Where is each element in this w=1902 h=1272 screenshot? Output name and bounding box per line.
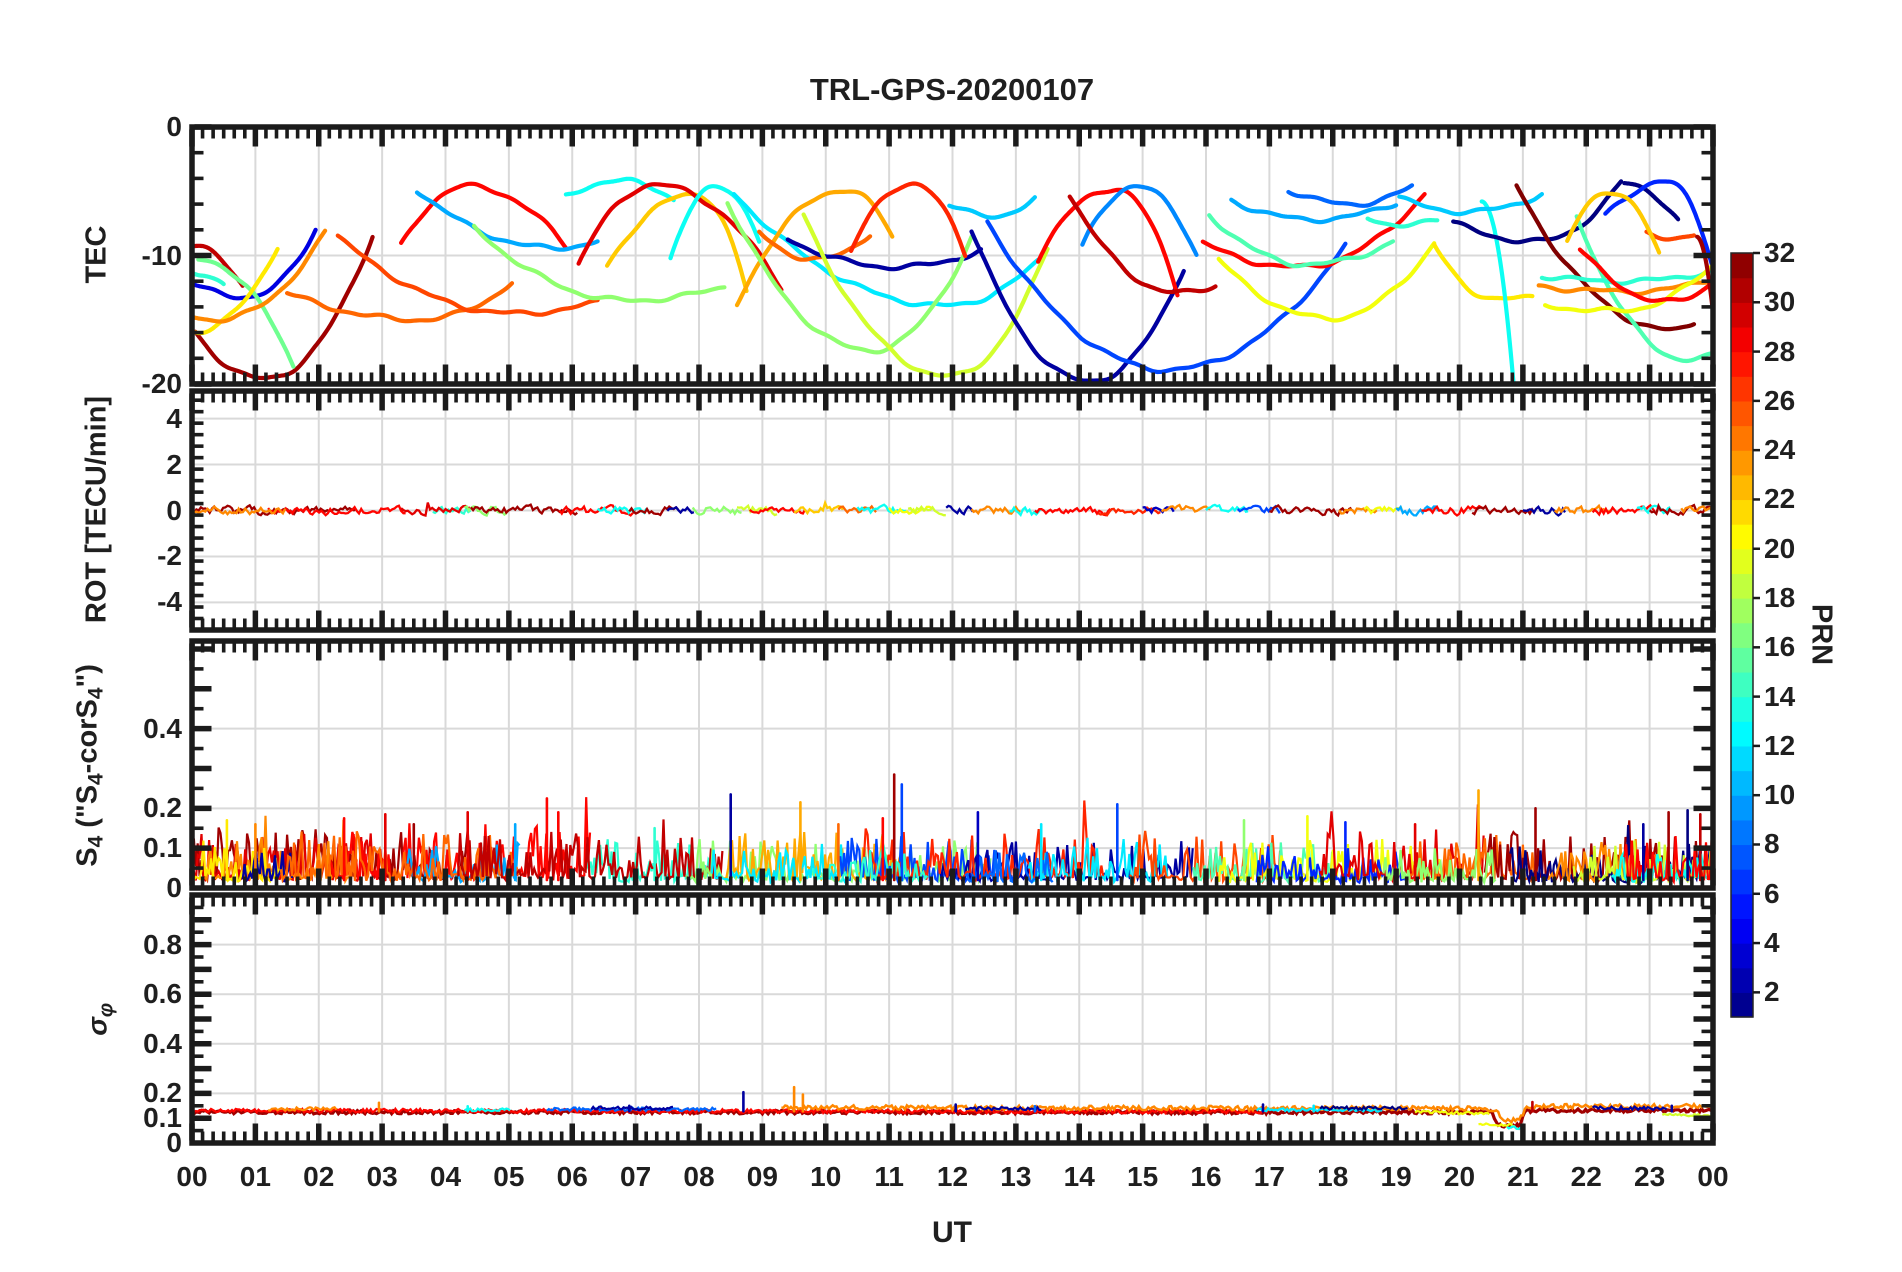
colorbar-tick-label: 22 <box>1764 483 1796 515</box>
x-tick-label: 02 <box>303 1161 335 1192</box>
x-tick-label: 22 <box>1570 1161 1602 1192</box>
colorbar-tick-label: 24 <box>1764 434 1796 466</box>
x-tick-label: 14 <box>1063 1161 1095 1192</box>
x-tick-label: 00 <box>1697 1161 1729 1192</box>
x-tick-label: 15 <box>1127 1161 1159 1192</box>
colorbar-tick-label: 26 <box>1764 384 1796 416</box>
y-tick-label-sigma_phi: 0.6 <box>143 978 182 1010</box>
x-tick-label: 01 <box>239 1161 271 1192</box>
x-tick-label: 08 <box>683 1161 715 1192</box>
colorbar-tick-label: 2 <box>1764 976 1780 1008</box>
y-tick-label-rot: 0 <box>166 494 182 526</box>
y-tick-label-rot: 4 <box>166 402 182 434</box>
x-tick-label: 19 <box>1380 1161 1412 1192</box>
page-title: TRL-GPS-20200107 <box>809 72 1095 107</box>
colorbar-tick-label: 12 <box>1764 729 1796 761</box>
y-tick-label-tec: 0 <box>166 111 182 142</box>
y-tick-label-sigma_phi: 0.2 <box>143 1077 182 1109</box>
x-tick-label: 09 <box>746 1161 778 1192</box>
y-tick-label-sigma_phi: 0.8 <box>143 928 182 960</box>
x-tick-label: 11 <box>874 1161 904 1192</box>
y-tick-label-rot: -4 <box>157 586 182 618</box>
x-tick-label: 07 <box>620 1161 652 1192</box>
x-tick-label: 00 <box>176 1161 208 1192</box>
y-tick-label-s4: 0.4 <box>143 712 182 744</box>
x-tick-label: 21 <box>1507 1161 1539 1192</box>
colorbar-tick-label: 32 <box>1764 237 1796 268</box>
y-tick-label-sigma_phi: 0.1 <box>143 1102 182 1134</box>
colorbar-tick-label: 4 <box>1764 927 1780 959</box>
y-tick-label-rot: 2 <box>166 448 182 480</box>
colorbar-tick-label: 18 <box>1764 582 1796 614</box>
x-tick-label: 05 <box>493 1161 525 1192</box>
colorbar-tick-label: 30 <box>1764 286 1796 318</box>
x-tick-label: 23 <box>1634 1161 1666 1192</box>
y-tick-label-tec: -10 <box>141 239 182 271</box>
y-tick-label-sigma_phi: 0 <box>166 1127 182 1158</box>
y-tick-label-rot: -2 <box>157 540 182 572</box>
colorbar-tick-label: 20 <box>1764 532 1796 564</box>
y-tick-label-s4: 0 <box>166 872 182 903</box>
y-tick-label-s4: 0.1 <box>143 832 182 864</box>
colorbar-tick-label: 16 <box>1764 631 1796 663</box>
x-tick-label: 10 <box>810 1161 842 1192</box>
x-tick-label: 12 <box>936 1161 969 1192</box>
colorbar-tick-label: 14 <box>1764 680 1796 712</box>
x-tick-label: 06 <box>556 1161 588 1192</box>
x-tick-label: 17 <box>1253 1161 1285 1192</box>
x-tick-label: 13 <box>1000 1161 1032 1192</box>
y-tick-label-sigma_phi: 0.4 <box>143 1027 182 1059</box>
x-tick-label: 18 <box>1317 1161 1349 1192</box>
colorbar-tick-label: 10 <box>1764 779 1796 811</box>
x-tick-label: 16 <box>1190 1161 1222 1192</box>
x-tick-label: 20 <box>1443 1161 1476 1192</box>
colorbar-tick-label: 28 <box>1764 335 1796 367</box>
x-tick-label: 04 <box>429 1161 462 1192</box>
colorbar-tick-label: 8 <box>1764 828 1780 860</box>
colorbar-tick-label: 6 <box>1764 877 1780 909</box>
x-tick-label: 03 <box>366 1161 398 1192</box>
y-tick-label-s4: 0.2 <box>143 792 182 824</box>
y-tick-label-tec: -20 <box>141 368 182 399</box>
xlabel: UT <box>932 1216 972 1249</box>
